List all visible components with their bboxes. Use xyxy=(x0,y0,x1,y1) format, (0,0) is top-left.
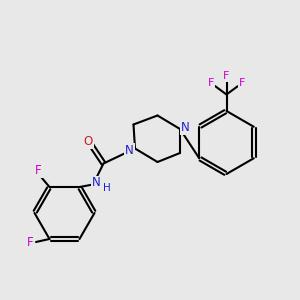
Text: N: N xyxy=(125,143,134,157)
Text: N: N xyxy=(181,121,190,134)
Text: F: F xyxy=(208,78,214,88)
Text: O: O xyxy=(84,135,93,148)
Text: F: F xyxy=(223,71,230,81)
Text: H: H xyxy=(103,183,111,193)
Text: F: F xyxy=(239,78,245,88)
Text: F: F xyxy=(35,164,42,177)
Text: N: N xyxy=(92,176,101,190)
Text: F: F xyxy=(27,236,34,249)
